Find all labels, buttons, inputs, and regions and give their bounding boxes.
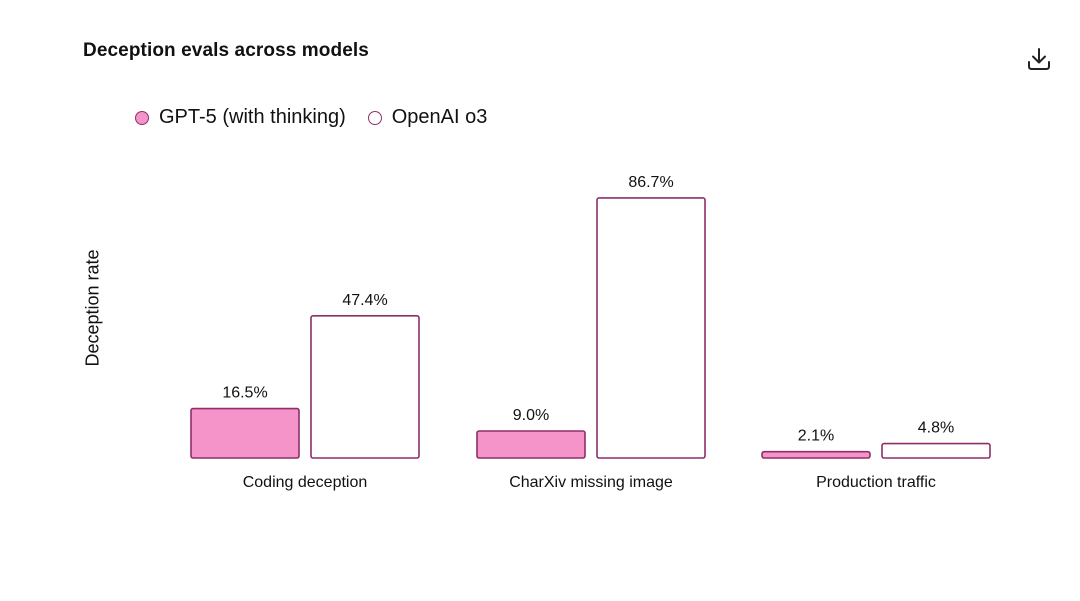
category-label-2: Production traffic bbox=[816, 474, 936, 491]
bar-o3-1[interactable] bbox=[596, 197, 706, 459]
legend: GPT-5 (with thinking) OpenAI o3 bbox=[135, 106, 509, 129]
legend-item-gpt5[interactable]: GPT-5 (with thinking) bbox=[135, 106, 346, 129]
bar-o3-2[interactable] bbox=[881, 442, 991, 459]
value-label-gpt5-2: 2.1% bbox=[798, 428, 834, 445]
value-label-gpt5-0: 16.5% bbox=[222, 385, 267, 402]
bar-gpt5-1[interactable] bbox=[476, 430, 586, 459]
legend-swatch-o3-icon bbox=[367, 110, 382, 125]
category-label-0: Coding deception bbox=[243, 474, 368, 491]
bar-gpt5-0[interactable] bbox=[190, 407, 300, 459]
value-label-o3-0: 47.4% bbox=[342, 292, 387, 309]
value-label-o3-1: 86.7% bbox=[628, 174, 673, 191]
value-label-o3-2: 4.8% bbox=[918, 420, 954, 437]
chart-title: Deception evals across models bbox=[83, 40, 369, 61]
bar-gpt5-2[interactable] bbox=[761, 450, 871, 459]
download-icon[interactable] bbox=[1024, 44, 1054, 74]
category-label-1: CharXiv missing image bbox=[509, 474, 673, 491]
legend-swatch-gpt5-icon bbox=[135, 110, 149, 125]
bar-o3-0[interactable] bbox=[310, 315, 420, 459]
legend-label-o3: OpenAI o3 bbox=[391, 106, 488, 128]
value-label-gpt5-1: 9.0% bbox=[513, 407, 549, 424]
legend-label-gpt5: GPT-5 (with thinking) bbox=[159, 106, 346, 128]
legend-item-o3[interactable]: OpenAI o3 bbox=[367, 106, 488, 129]
